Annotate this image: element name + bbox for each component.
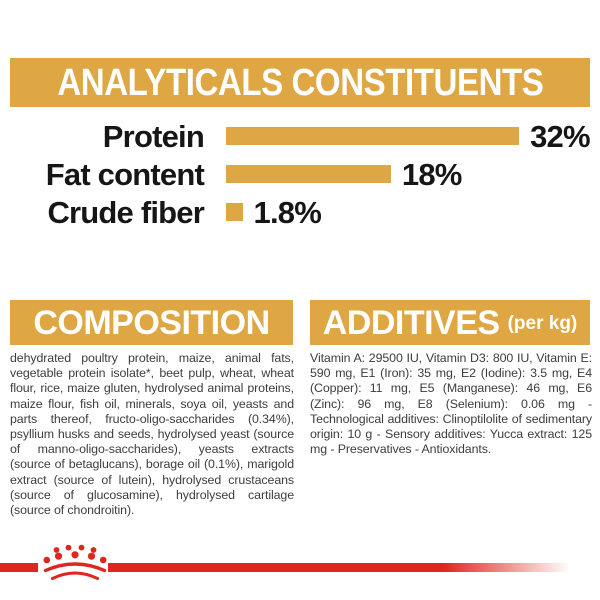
analyticals-title: ANALYTICALS CONSTITUENTS (56, 61, 544, 104)
brand-stripe-right (108, 563, 600, 572)
royal-canin-crown-icon (43, 544, 107, 581)
chart-value-label: 32% (530, 118, 590, 154)
chart-value-label: 1.8% (253, 194, 322, 230)
chart-row: Protein 32% (0, 117, 600, 155)
chart-bar (226, 203, 243, 221)
additives-body-text: Vitamin A: 29500 IU, Vitamin D3: 800 IU,… (310, 351, 592, 457)
chart-value-label: 18% (401, 156, 462, 192)
chart-category-label: Protein (102, 118, 205, 154)
chart-row: Fat content 18% (0, 155, 600, 193)
composition-header-band: COMPOSITION (10, 300, 293, 345)
additives-title-wrap: ADDITIVES (per kg) (323, 306, 578, 340)
chart-bar (226, 165, 391, 183)
chart-row: Crude fiber 1.8% (0, 193, 600, 231)
additives-header-band: ADDITIVES (per kg) (310, 300, 590, 345)
analyticals-chart: Protein 32% Fat content 18% Crude fiber 1.8% (0, 117, 600, 231)
composition-title: COMPOSITION (33, 303, 270, 342)
chart-category-label: Crude fiber (47, 194, 204, 230)
additives-title: ADDITIVES (322, 303, 500, 342)
additives-title-suffix: (per kg) (507, 312, 578, 334)
brand-stripe-left (0, 563, 38, 572)
chart-bar (226, 127, 520, 145)
analyticals-header-band: ANALYTICALS CONSTITUENTS (10, 58, 590, 107)
chart-category-label: Fat content (45, 156, 205, 192)
composition-body-text: dehydrated poultry protein, maize, anima… (10, 351, 294, 518)
